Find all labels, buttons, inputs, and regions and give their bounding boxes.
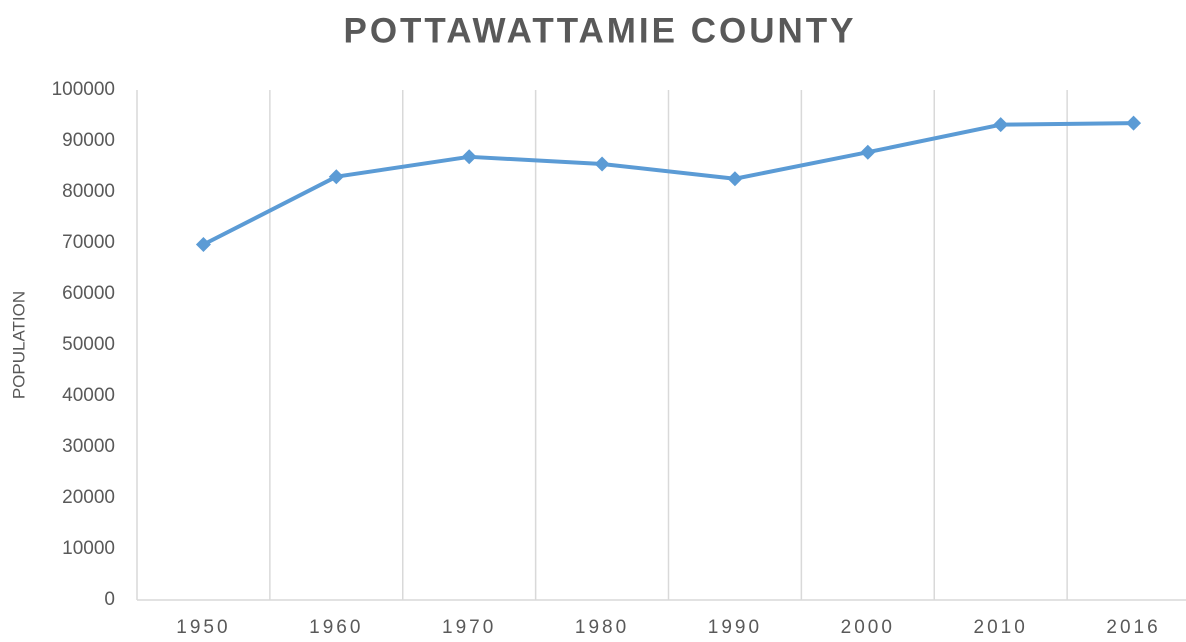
- x-tick-label: 1950: [176, 617, 230, 637]
- y-tick-label: 30000: [62, 436, 115, 457]
- y-tick-label: 10000: [62, 538, 115, 559]
- y-tick-label: 20000: [62, 487, 115, 508]
- data-point: [1126, 115, 1142, 131]
- x-tick-label: 2000: [841, 617, 895, 637]
- y-tick-label: 50000: [62, 334, 115, 355]
- x-tick-label: 2016: [1106, 617, 1160, 637]
- x-tick-label: 1960: [309, 617, 363, 637]
- y-tick-label: 90000: [62, 130, 115, 151]
- data-point: [727, 171, 743, 187]
- y-tick-label: 0: [104, 589, 115, 610]
- data-point: [195, 237, 211, 253]
- x-tick-label: 1980: [575, 617, 629, 637]
- data-line: [202, 121, 1134, 247]
- x-tick-label: 2010: [974, 617, 1028, 637]
- x-tick-label: 1990: [708, 617, 762, 637]
- y-tick-label: 100000: [52, 79, 115, 100]
- data-point: [594, 156, 610, 172]
- data-point: [328, 169, 344, 185]
- y-tick-label: 40000: [62, 385, 115, 406]
- data-point: [993, 117, 1009, 133]
- y-tick-label: 80000: [62, 181, 115, 202]
- data-point: [461, 149, 477, 165]
- y-axis-label: POPULATION: [9, 291, 28, 399]
- y-tick-label: 60000: [62, 283, 115, 304]
- x-tick-label: 1970: [442, 617, 496, 637]
- data-point: [860, 144, 876, 160]
- chart-title: POTTAWATTAMIE COUNTY: [343, 11, 856, 50]
- y-tick-label: 70000: [62, 232, 115, 253]
